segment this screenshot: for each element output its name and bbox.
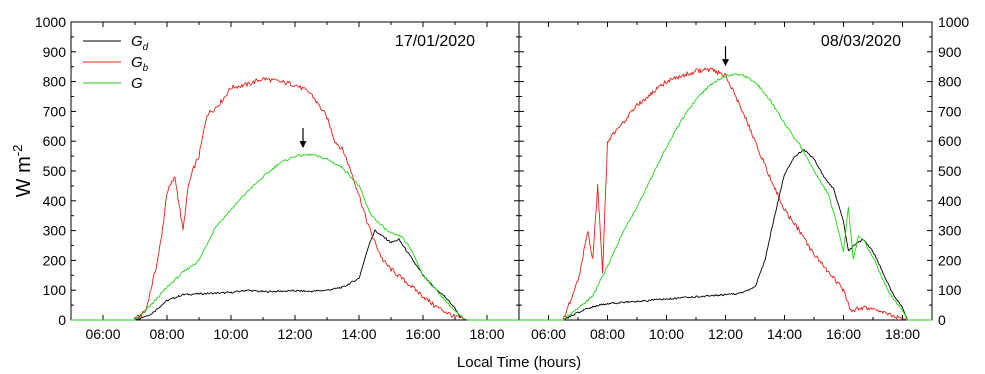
x-tick-label: 12:00 <box>277 326 312 342</box>
y-tick-label: 100 <box>938 282 962 298</box>
legend-label: Gd <box>131 33 149 53</box>
series-gd-line <box>71 229 519 321</box>
y-tick-label: 1000 <box>35 14 66 30</box>
x-tick-label: 10:00 <box>649 326 684 342</box>
legend-label: G <box>131 75 143 92</box>
y-tick-label: 700 <box>43 103 67 119</box>
arrow-head <box>722 59 729 67</box>
x-tick-label: 06:00 <box>531 326 566 342</box>
x-tick-label: 10:00 <box>213 326 248 342</box>
x-tick-label: 14:00 <box>341 326 376 342</box>
y-tick-label: 700 <box>938 103 962 119</box>
y-tick-label: 300 <box>43 223 67 239</box>
y-tick-label: 0 <box>938 312 946 328</box>
plot-frame <box>518 21 933 321</box>
y-tick-label: 800 <box>938 74 962 90</box>
right-panel: 06:00 08:00 10:00 12:00 14:00 16:00 18:00 0 100 2… <box>518 14 969 342</box>
x-tick-label: 08:00 <box>149 326 184 342</box>
y-tick-label: 600 <box>43 133 67 149</box>
y-tick-label: 400 <box>43 193 67 209</box>
date-annotation: 08/03/2020 <box>821 33 901 50</box>
legend-label-main: G <box>131 54 143 71</box>
date-annotation: 17/01/2020 <box>395 33 475 50</box>
y-tick-label: 0 <box>58 312 66 328</box>
x-tick-label: 08:00 <box>590 326 625 342</box>
y-tick-label: 200 <box>43 252 67 268</box>
y-tick-label: 400 <box>938 193 962 209</box>
y-tick-label: 500 <box>938 163 962 179</box>
y-axis-title-superscript: -2 <box>10 145 25 157</box>
legend-label-sub: d <box>143 42 149 53</box>
x-tick-label: 06:00 <box>85 326 120 342</box>
y-tick-label: 200 <box>938 252 962 268</box>
y-tick-label: 600 <box>938 133 962 149</box>
legend-label-sub: b <box>143 63 149 74</box>
series-g-line <box>519 73 932 321</box>
x-tick-label: 18:00 <box>885 326 920 342</box>
series-g-line <box>71 153 519 321</box>
x-tick-label: 16:00 <box>826 326 861 342</box>
y-tick-label: 900 <box>938 44 962 60</box>
x-tick-label: 14:00 <box>767 326 802 342</box>
series-gd-line <box>519 149 932 321</box>
y-tick-label: 100 <box>43 282 67 298</box>
y-axis-title: W m-2 <box>10 145 35 198</box>
x-tick-label: 12:00 <box>708 326 743 342</box>
x-tick-label: 16:00 <box>405 326 440 342</box>
y-tick-label: 300 <box>938 223 962 239</box>
y-tick-label: 500 <box>43 163 67 179</box>
series-gb-line <box>71 77 519 321</box>
series-gb-line <box>519 67 932 321</box>
left-panel: 06:00 08:00 10:00 12:00 14:00 16:00 18:00 0 100 2… <box>35 14 520 342</box>
x-tick-label: 18:00 <box>469 326 504 342</box>
y-tick-label: 1000 <box>938 14 969 30</box>
legend-label-main: G <box>131 75 143 92</box>
y-tick-label: 800 <box>43 74 67 90</box>
arrow-head <box>299 141 307 149</box>
legend-label-main: G <box>131 33 143 50</box>
y-tick-label: 900 <box>43 44 67 60</box>
legend-label: Gb <box>131 54 149 74</box>
x-axis-title: Local Time (hours) <box>457 354 581 371</box>
